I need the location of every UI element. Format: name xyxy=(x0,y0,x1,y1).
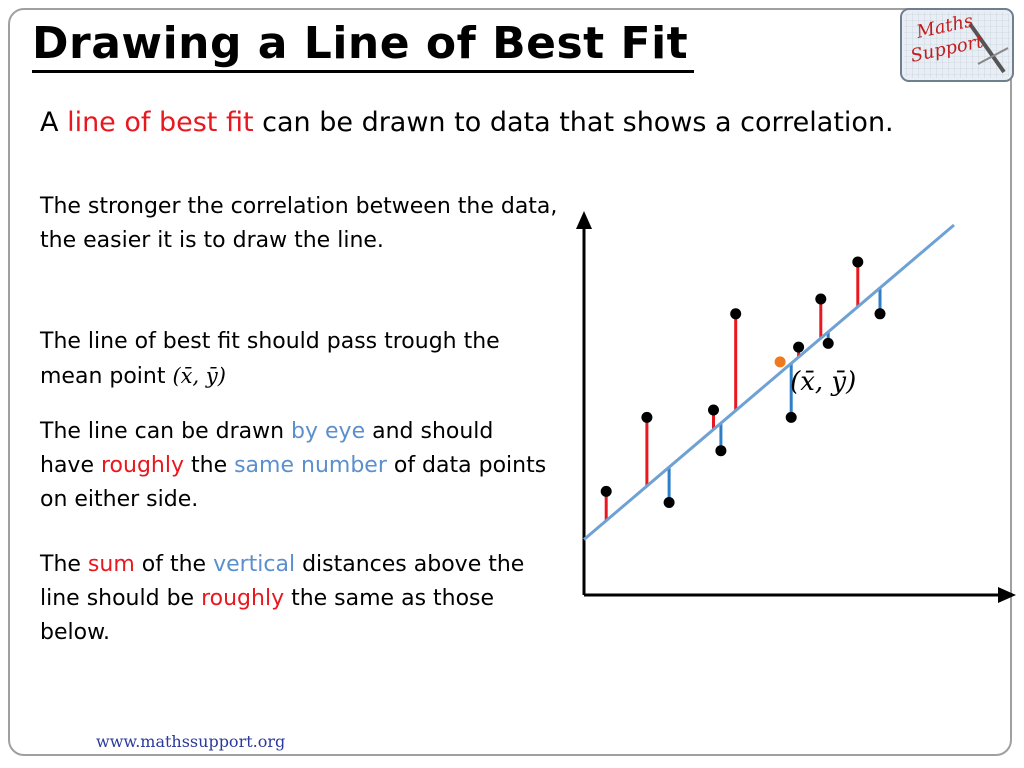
scatter-chart: (x̄, ȳ) xyxy=(576,211,1016,603)
footer-url[interactable]: www.mathssupport.org xyxy=(96,732,286,751)
mean-point-label: (x̄, ȳ) xyxy=(790,367,856,397)
paragraph-mean-point: The line of best fit should pass trough … xyxy=(40,329,500,389)
data-point xyxy=(600,485,612,497)
data-point xyxy=(822,337,834,349)
y-axis-arrow xyxy=(576,211,592,229)
intro-highlight: line of best fit xyxy=(67,107,254,138)
data-point xyxy=(793,341,805,353)
paragraph-correlation: The stronger the correlation between the… xyxy=(40,194,558,253)
data-point xyxy=(663,497,675,508)
data-point xyxy=(815,293,827,305)
title-underline xyxy=(32,70,694,73)
paragraph-by-eye: The line can be drawn by eye and should … xyxy=(40,419,547,512)
intro-text: A line of best fit can be drawn to data … xyxy=(40,107,894,138)
mean-point xyxy=(774,356,786,368)
data-point xyxy=(874,308,886,320)
data-point xyxy=(708,404,719,416)
x-axis-arrow xyxy=(998,587,1016,603)
mean-point-symbol: (x̄, ȳ) xyxy=(172,364,226,388)
data-point xyxy=(852,256,864,268)
slide-frame xyxy=(8,8,1012,756)
data-point xyxy=(641,411,653,423)
data-point xyxy=(730,308,742,320)
pencil-icon xyxy=(968,22,1006,74)
chart-axes xyxy=(576,211,1016,603)
maths-support-logo: Maths Support xyxy=(900,8,1014,82)
data-point xyxy=(785,411,797,423)
slide-title: Drawing a Line of Best Fit xyxy=(32,18,689,69)
data-point xyxy=(715,445,727,457)
paragraph-vertical-distances: The sum of the vertical distances above … xyxy=(40,552,525,645)
line-of-best-fit xyxy=(583,223,955,541)
